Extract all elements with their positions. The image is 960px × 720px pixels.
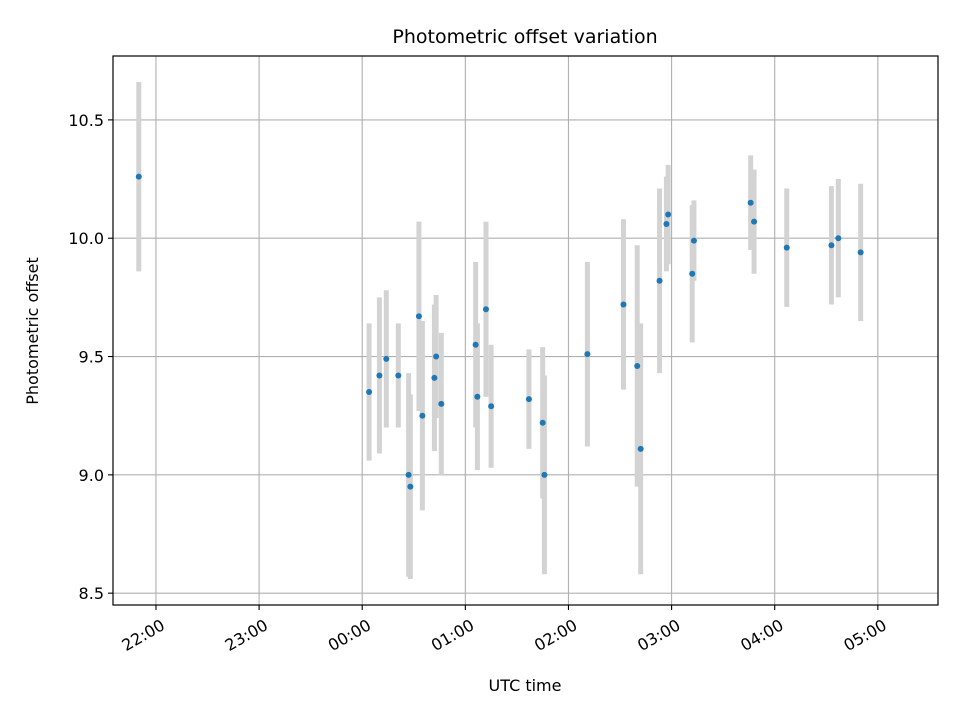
data-point [620,301,627,308]
y-tick-label: 9.0 [79,466,104,485]
data-point [541,471,548,478]
data-point [395,372,402,379]
y-tick-label: 9.5 [79,348,104,367]
data-point [433,353,440,360]
data-points [135,173,864,490]
data-point [431,374,438,381]
y-tick-label: 8.5 [79,584,104,603]
data-point [472,341,479,348]
data-point [438,400,445,407]
x-axis-label: UTC time [489,676,562,695]
data-point [634,362,641,369]
chart-title: Photometric offset variation [392,26,657,48]
data-point [383,355,390,362]
grid [113,56,938,605]
y-axis-label: Photometric offset [23,257,42,405]
data-point [366,389,373,396]
data-point [857,249,864,256]
data-point [747,199,754,206]
data-point [656,277,663,284]
data-point [482,306,489,313]
data-point [751,218,758,225]
data-point [405,471,412,478]
data-point [488,403,495,410]
data-point [783,244,790,251]
plot-frame [112,55,939,606]
data-point [474,393,481,400]
data-point [419,412,426,419]
data-point [690,237,697,244]
data-point [828,242,835,249]
data-point [584,351,591,358]
data-point [376,372,383,379]
y-axis: 8.5 9.0 9.5 10.0 10.5 [68,111,113,603]
data-point [689,270,696,277]
y-tick-label: 10.0 [68,229,104,248]
y-tick-label: 10.5 [68,111,104,130]
data-point [525,396,532,403]
data-point [135,173,142,180]
data-point [637,445,644,452]
data-point [665,211,672,218]
data-point [835,235,842,242]
data-point [539,419,546,426]
data-point [415,313,422,320]
data-point [407,483,414,490]
data-point [663,221,670,228]
